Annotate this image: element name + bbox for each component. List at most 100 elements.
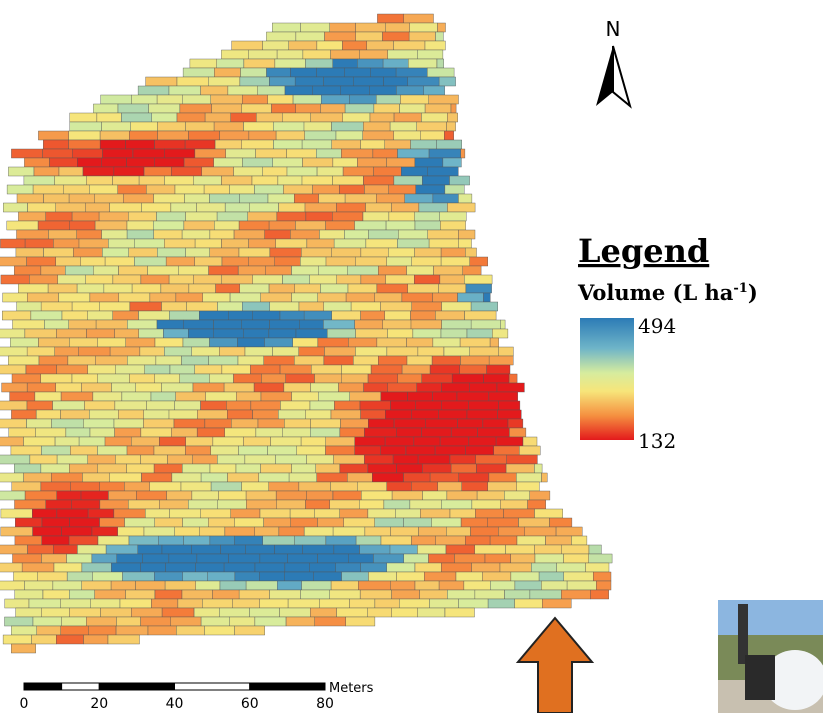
- field-cell: [299, 320, 323, 329]
- field-cell: [145, 509, 169, 518]
- field-cell: [215, 140, 242, 149]
- field-cell: [280, 401, 310, 410]
- field-cell: [356, 32, 383, 41]
- field-cell: [133, 149, 164, 158]
- field-cell: [349, 95, 376, 104]
- field-cell: [367, 41, 394, 50]
- field-cell: [176, 626, 204, 635]
- field-cell: [72, 212, 99, 221]
- field-cell: [184, 221, 214, 230]
- field-cell: [446, 527, 470, 536]
- field-cell: [0, 581, 24, 590]
- field-cell: [239, 590, 269, 599]
- field-cell: [219, 608, 249, 617]
- field-cell: [224, 563, 255, 572]
- field-cell: [385, 410, 411, 419]
- field-cell: [167, 491, 192, 500]
- field-cell: [202, 167, 234, 176]
- field-cell: [463, 266, 481, 275]
- field-cell: [550, 518, 572, 527]
- field-cell: [467, 329, 492, 338]
- field-cell: [114, 509, 145, 518]
- field-cell: [489, 473, 516, 482]
- legend-max: 494: [638, 314, 676, 338]
- field-cell: [162, 608, 194, 617]
- field-cell: [11, 446, 42, 455]
- field-cell: [277, 50, 303, 59]
- field-cell: [388, 50, 418, 59]
- field-cell: [387, 563, 415, 572]
- field-cell: [373, 149, 398, 158]
- north-label: N: [606, 17, 621, 41]
- field-cell: [224, 383, 254, 392]
- field-cell: [102, 122, 131, 131]
- field-cell: [361, 311, 385, 320]
- field-cell: [60, 599, 90, 608]
- field-cell: [357, 482, 387, 491]
- field-cell: [333, 527, 365, 536]
- field-cell: [98, 374, 130, 383]
- field-cell: [98, 536, 129, 545]
- field-cell: [24, 176, 55, 185]
- field-cell: [318, 338, 348, 347]
- field-cell: [428, 230, 459, 239]
- field-cell: [30, 455, 57, 464]
- field-cell: [364, 428, 396, 437]
- field-cell: [120, 599, 151, 608]
- field-cell: [349, 599, 375, 608]
- field-cell: [441, 329, 467, 338]
- field-cell: [24, 158, 49, 167]
- field-cell: [70, 518, 100, 527]
- field-cell: [246, 581, 277, 590]
- field-cell: [348, 266, 379, 275]
- field-cell: [72, 149, 102, 158]
- field-cell: [177, 77, 208, 86]
- field-cell: [318, 392, 350, 401]
- field-cell: [271, 437, 302, 446]
- field-cell: [277, 581, 301, 590]
- field-cell: [417, 383, 442, 392]
- field-cell: [596, 581, 611, 590]
- field-cell: [342, 572, 369, 581]
- field-cell: [158, 536, 183, 545]
- field-cell: [445, 608, 475, 617]
- field-cell: [450, 455, 476, 464]
- field-cell: [441, 563, 471, 572]
- field-cell: [129, 131, 157, 140]
- field-cell: [15, 590, 43, 599]
- field-cell: [171, 617, 202, 626]
- field-cell: [355, 221, 386, 230]
- field-cell: [201, 401, 227, 410]
- field-cell: [12, 374, 41, 383]
- field-cell: [415, 221, 440, 230]
- field-cell: [55, 437, 79, 446]
- field-cell: [438, 23, 446, 32]
- field-cell: [261, 392, 292, 401]
- field-cell: [292, 392, 319, 401]
- field-cell: [310, 428, 340, 437]
- field-cell: [488, 482, 517, 491]
- field-cell: [263, 536, 295, 545]
- field-cell: [105, 257, 134, 266]
- field-cell: [311, 419, 341, 428]
- field-cell: [41, 464, 69, 473]
- field-cell: [68, 356, 95, 365]
- field-cell: [507, 455, 538, 464]
- field-cell: [291, 68, 317, 77]
- field-cell: [152, 113, 177, 122]
- field-cell: [419, 203, 448, 212]
- field-cell: [284, 419, 310, 428]
- field-cell: [263, 167, 287, 176]
- field-cell: [139, 176, 164, 185]
- field-cell: [276, 131, 305, 140]
- field-cell: [1, 527, 33, 536]
- field-cell: [113, 275, 141, 284]
- field-cell: [324, 77, 354, 86]
- field-cell: [81, 257, 105, 266]
- field-cell: [266, 32, 296, 41]
- field-cell: [182, 464, 210, 473]
- field-cell: [110, 473, 142, 482]
- field-cell: [8, 356, 39, 365]
- field-cell: [440, 221, 465, 230]
- field-cell: [384, 500, 410, 509]
